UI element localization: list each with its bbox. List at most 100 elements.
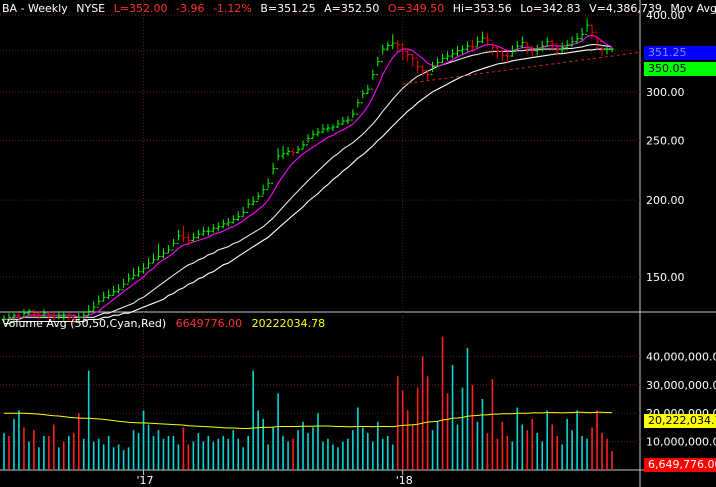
price-header: BA - Weekly NYSE L=352.00 -3.96 -1.12% B… <box>2 2 716 15</box>
price-bar <box>156 243 161 261</box>
volume-header: Volume Avg (50,50,Cyan,Red) 6649776.00 2… <box>2 317 331 330</box>
price-bar <box>261 184 266 197</box>
time-tick-label: '17 <box>137 474 154 487</box>
price-bar <box>186 234 191 246</box>
price-bar <box>246 198 251 213</box>
price-bar <box>281 145 286 160</box>
price-bar <box>565 40 570 50</box>
ma-fast-line <box>4 34 613 320</box>
price-bar <box>550 39 555 50</box>
volume-value: V=4,386,739 <box>589 2 662 15</box>
volume-tag-avg: 20,222,034.78 <box>644 414 716 428</box>
price-pane[interactable] <box>2 18 641 325</box>
volume-pane[interactable] <box>3 336 613 470</box>
price-bar <box>221 219 226 229</box>
price-bar <box>335 119 340 129</box>
price-bar <box>71 315 76 324</box>
price-bar <box>560 42 565 53</box>
price-bar <box>31 309 36 318</box>
price-bar <box>201 226 206 236</box>
price-bar <box>66 313 71 322</box>
price-bar <box>505 51 510 63</box>
price-bar <box>325 123 330 133</box>
price-bar <box>181 225 186 242</box>
price-bar <box>301 140 306 150</box>
price-bar <box>291 148 296 156</box>
price-tick-label: 400.00 <box>646 9 685 22</box>
axes: 150.00200.00250.00300.00350.00400.0010,0… <box>137 9 716 487</box>
study-label: Mov Avg 2 Lir <box>670 2 716 15</box>
price-bar <box>380 44 385 63</box>
price-bar <box>320 123 325 134</box>
price-bar <box>400 43 405 60</box>
price-bar <box>121 278 126 291</box>
price-bar <box>226 218 231 227</box>
bid-price: B=351.25 <box>260 2 316 15</box>
price-bar <box>106 289 111 300</box>
price-bar <box>485 32 490 47</box>
price-bar <box>330 123 335 132</box>
price-bar <box>385 41 390 51</box>
price-bar <box>605 46 610 55</box>
price-tag-last: 350.05 <box>644 62 716 76</box>
price-bar <box>540 40 545 52</box>
price-bar <box>16 313 21 322</box>
price-bar <box>490 39 495 55</box>
price-bar <box>131 268 136 280</box>
price-bar <box>365 84 370 95</box>
price-bar <box>570 36 575 47</box>
price-bar <box>166 245 171 254</box>
price-bar <box>241 206 246 218</box>
volume-tick-label: 10,000,000.00 <box>646 436 716 449</box>
price-change-pct: -1.12% <box>212 2 252 15</box>
price-bar <box>425 69 430 80</box>
price-bar <box>370 69 375 90</box>
price-bar <box>11 313 16 322</box>
price-bar <box>530 46 535 57</box>
low-price: Lo=342.83 <box>520 2 581 15</box>
price-bar <box>191 232 196 242</box>
price-change: -3.96 <box>175 2 205 15</box>
exchange-label: NYSE <box>76 2 106 15</box>
price-bar <box>116 284 121 294</box>
price-bar <box>216 222 221 232</box>
price-bar <box>345 116 350 124</box>
price-bar <box>310 130 315 139</box>
price-bar <box>101 291 106 302</box>
volume-study-title: Volume Avg (50,50,Cyan,Red) <box>2 317 167 330</box>
price-bar <box>196 229 201 239</box>
price-tick-label: 200.00 <box>646 194 685 207</box>
high-price: Hi=353.56 <box>452 2 512 15</box>
price-bar <box>236 211 241 221</box>
price-bar <box>176 229 181 245</box>
price-bar <box>81 311 86 320</box>
price-bar <box>430 61 435 76</box>
price-bar <box>360 90 365 104</box>
price-bar <box>500 49 505 61</box>
price-bar <box>585 18 590 35</box>
price-bar <box>600 41 605 57</box>
symbol-label: BA - Weekly <box>2 2 68 15</box>
price-bar <box>390 34 395 50</box>
price-bar <box>590 24 595 39</box>
price-bar <box>420 65 425 77</box>
price-bar <box>21 309 26 318</box>
price-bar <box>96 295 101 308</box>
price-bar <box>450 49 455 59</box>
price-bar <box>545 37 550 47</box>
price-bar <box>286 147 291 156</box>
price-tag-upper: 351.25 <box>644 46 716 60</box>
price-tick-label: 250.00 <box>646 135 685 148</box>
price-bar <box>525 41 530 54</box>
price-bar <box>595 31 600 50</box>
trendline <box>402 51 641 85</box>
volume-tick-label: 40,000,000.00 <box>646 350 716 363</box>
volume-avg-current: 20222034.78 <box>251 317 326 330</box>
price-bar <box>56 311 61 320</box>
price-bar <box>46 311 51 320</box>
price-bar <box>126 273 131 285</box>
price-bar <box>306 134 310 146</box>
price-bar <box>520 36 525 49</box>
price-bar <box>375 56 380 76</box>
